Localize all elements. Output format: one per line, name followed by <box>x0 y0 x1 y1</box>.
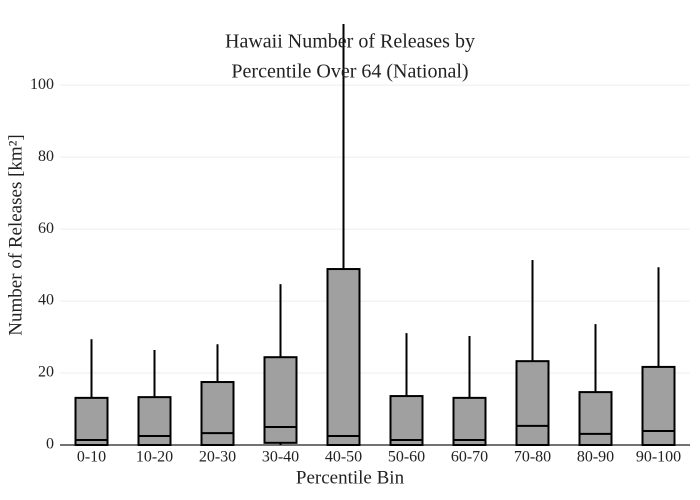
box <box>389 395 424 447</box>
x-tick-label: 90-100 <box>636 449 681 466</box>
box <box>326 268 361 446</box>
chart-title: Hawaii Number of Releases by <box>225 31 475 53</box>
x-tick-label: 60-70 <box>451 449 488 466</box>
x-tick-label: 20-30 <box>199 449 236 466</box>
box <box>200 381 235 446</box>
y-tick-label: 80 <box>38 148 54 165</box>
box <box>578 391 613 447</box>
x-tick-label: 40-50 <box>325 449 362 466</box>
y-tick-label: 100 <box>30 76 54 93</box>
x-tick-label: 70-80 <box>514 449 551 466</box>
box <box>137 396 172 446</box>
y-tick-label: 20 <box>38 364 54 381</box>
y-axis-title: Number of Releases [km²] <box>5 134 26 335</box>
box <box>641 365 676 446</box>
y-tick-label: 40 <box>38 292 54 309</box>
x-tick-label: 80-90 <box>577 449 614 466</box>
box <box>452 396 487 447</box>
x-tick-label: 10-20 <box>136 449 173 466</box>
x-axis-title: Percentile Bin <box>296 467 405 488</box>
x-tick-label: 30-40 <box>262 449 299 466</box>
y-tick-label: 0 <box>46 436 54 453</box>
x-tick-label: 50-60 <box>388 449 425 466</box>
y-tick-label: 60 <box>38 220 54 237</box>
chart-title: Percentile Over 64 (National) <box>231 61 468 83</box>
box <box>74 396 109 447</box>
box <box>515 360 550 446</box>
x-tick-label: 0-10 <box>77 449 106 466</box>
box <box>263 356 298 444</box>
